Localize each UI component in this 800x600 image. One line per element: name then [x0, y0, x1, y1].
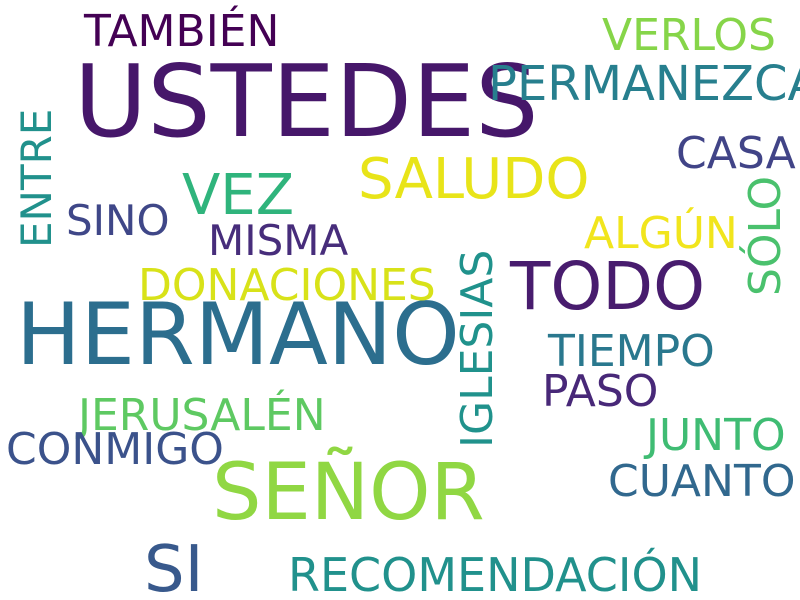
word-tiempo: TIEMPO	[548, 326, 715, 377]
word-ustedes: USTEDES	[74, 43, 539, 160]
word-jerusalen: JERUSALÉN	[78, 390, 326, 441]
word-tambien: TAMBIÉN	[84, 6, 280, 57]
word-junto: JUNTO	[646, 410, 786, 461]
word-solo: SÓLO	[740, 175, 791, 296]
word-verlos: VERLOS	[602, 10, 776, 61]
word-cuanto: CUANTO	[608, 456, 796, 507]
word-recomendacion: RECOMENDACIÓN	[288, 548, 703, 600]
word-todo: TODO	[510, 248, 706, 325]
word-senor: SEÑOR	[212, 448, 485, 538]
word-vez: VEZ	[182, 163, 295, 228]
word-casa: CASA	[676, 128, 796, 179]
word-entre: ENTRE	[12, 108, 61, 248]
word-donaciones: DONACIONES	[138, 260, 436, 311]
word-permanezca: PERMANEZCA	[488, 56, 800, 112]
word-misma: MISMA	[208, 216, 349, 265]
word-conmigo: CONMIGO	[6, 424, 224, 475]
word-si: SI	[144, 533, 204, 600]
word-sino: SINO	[66, 196, 170, 245]
word-iglesias: IGLESIAS	[452, 249, 503, 448]
word-hermano: HERMANO	[16, 285, 460, 385]
word-saludo: SALUDO	[358, 147, 590, 212]
word-algun: ALGÚN	[584, 208, 738, 259]
word-paso: PASO	[542, 366, 659, 417]
